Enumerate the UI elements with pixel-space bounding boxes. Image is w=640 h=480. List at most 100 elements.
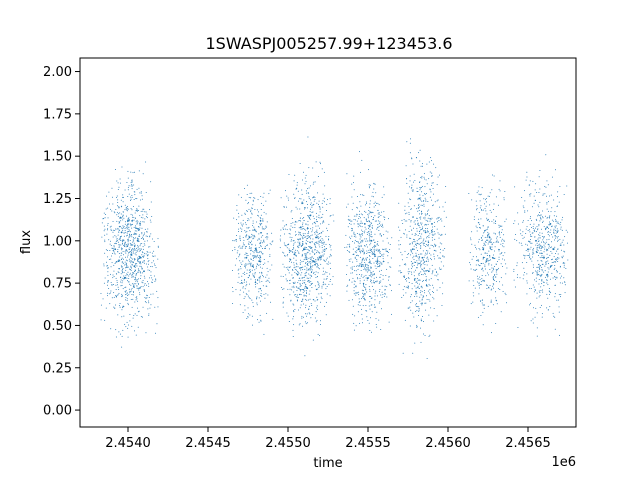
data-point (289, 258, 291, 260)
data-point (419, 232, 421, 234)
data-point (413, 259, 415, 261)
data-point (245, 256, 248, 259)
data-point (513, 222, 515, 224)
data-point (482, 235, 484, 237)
data-point (490, 332, 492, 334)
data-point (129, 320, 131, 322)
data-point (410, 138, 412, 140)
data-point (368, 240, 370, 242)
data-point (293, 324, 295, 326)
data-point (430, 257, 432, 259)
data-point (480, 284, 482, 286)
data-point (132, 172, 134, 174)
data-point (136, 238, 138, 240)
data-point (374, 265, 376, 267)
data-point (425, 223, 427, 225)
data-point (294, 241, 296, 243)
data-point (365, 277, 367, 279)
data-point (429, 233, 431, 235)
plot-frame (79, 57, 577, 428)
data-point (250, 211, 252, 213)
data-point (398, 283, 400, 285)
data-point (309, 242, 311, 244)
data-point (118, 207, 120, 209)
data-point (425, 285, 427, 287)
data-point (492, 277, 494, 279)
data-point (385, 230, 387, 232)
data-point (309, 261, 311, 263)
data-point (369, 244, 371, 246)
data-point (326, 248, 328, 250)
data-point (113, 296, 115, 298)
data-point (132, 298, 134, 300)
data-point (491, 243, 493, 245)
data-point (482, 270, 484, 272)
data-point (329, 262, 331, 264)
data-point (403, 286, 405, 288)
data-point (131, 188, 133, 190)
data-point (379, 252, 381, 254)
data-point (439, 268, 441, 270)
data-point (332, 214, 334, 216)
data-point (243, 244, 245, 246)
data-point (133, 249, 135, 251)
data-point (364, 210, 366, 212)
data-point (120, 265, 122, 267)
data-point (131, 276, 133, 278)
data-point (132, 241, 134, 243)
data-point (420, 318, 422, 320)
data-point (259, 223, 261, 225)
data-point (140, 272, 142, 274)
data-point (108, 288, 110, 290)
data-point (302, 242, 304, 244)
data-point (430, 244, 432, 246)
data-point (379, 276, 381, 278)
data-point (303, 249, 305, 251)
data-point (501, 240, 503, 242)
data-point (302, 260, 304, 262)
data-point (370, 216, 372, 217)
data-point (420, 177, 422, 179)
data-point (369, 234, 371, 236)
data-point (125, 267, 127, 269)
data-point (296, 273, 299, 276)
data-point (123, 217, 125, 219)
data-point (116, 180, 118, 182)
data-point (539, 220, 541, 222)
data-point (413, 279, 415, 281)
data-point (111, 187, 113, 189)
data-point (473, 269, 475, 271)
data-point (124, 230, 126, 232)
data-point (250, 262, 252, 264)
data-point (365, 270, 367, 272)
data-point (534, 189, 536, 191)
data-point (361, 240, 363, 242)
data-point (304, 273, 306, 275)
data-point (146, 235, 148, 237)
data-point (283, 288, 285, 290)
data-point (373, 182, 375, 184)
data-point (425, 179, 427, 181)
data-point (252, 267, 254, 269)
data-point (248, 246, 250, 248)
data-point (471, 243, 473, 245)
data-point (294, 234, 296, 236)
data-point (384, 219, 386, 221)
data-point (256, 263, 258, 265)
data-point (410, 221, 412, 223)
data-point (426, 358, 428, 360)
data-point (317, 257, 319, 259)
data-point (487, 234, 489, 236)
data-point (318, 240, 320, 242)
data-point (259, 261, 261, 263)
data-point (355, 219, 357, 221)
data-point (364, 226, 366, 228)
data-point (305, 248, 307, 250)
data-point (140, 216, 142, 218)
data-point (425, 231, 427, 233)
data-point (139, 192, 141, 194)
data-point (412, 243, 414, 245)
data-point (380, 262, 382, 264)
data-point (403, 294, 405, 296)
data-point (534, 236, 536, 238)
